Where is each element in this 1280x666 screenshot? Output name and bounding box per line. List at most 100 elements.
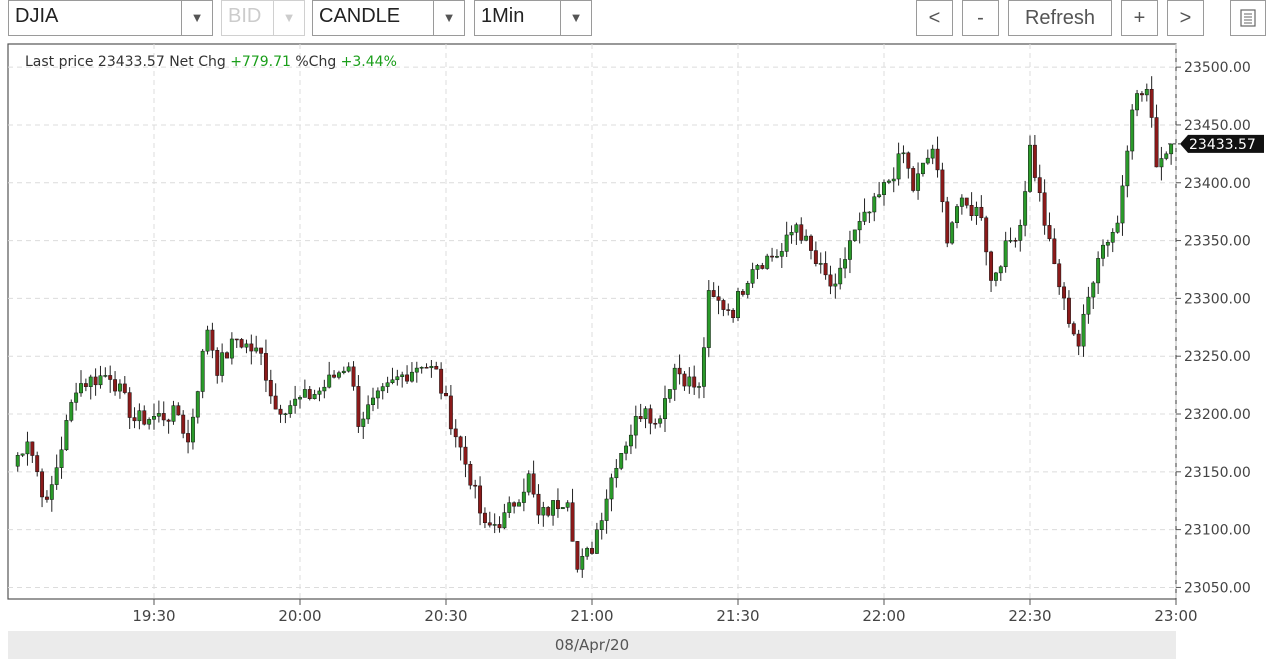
- candle-body: [361, 418, 366, 427]
- candle-body: [278, 408, 283, 415]
- candle-body: [220, 352, 225, 376]
- candle-body: [916, 173, 921, 191]
- chevron-down-icon[interactable]: ▼: [181, 1, 212, 35]
- last-price-value: 23433.57: [97, 54, 165, 70]
- candle-body: [901, 152, 906, 155]
- candle-body: [200, 350, 205, 392]
- candle-body: [1037, 177, 1042, 194]
- candle-body: [692, 376, 697, 388]
- candle-body: [789, 232, 794, 236]
- candle-body: [823, 263, 828, 276]
- last-price-tag: [1180, 134, 1264, 153]
- candle-body: [142, 410, 147, 425]
- chevron-down-icon[interactable]: ▼: [560, 1, 591, 35]
- candle-body: [405, 374, 410, 382]
- candle-body: [283, 413, 288, 415]
- candle-body: [181, 414, 186, 434]
- candle-body: [896, 153, 901, 180]
- candle-body: [760, 265, 765, 269]
- candle-body: [307, 389, 312, 399]
- candle-body: [424, 366, 429, 369]
- interval-select[interactable]: 1Min ▼: [474, 0, 592, 36]
- candle-body: [156, 413, 161, 417]
- candle-body: [1096, 258, 1101, 284]
- candle-body: [93, 376, 98, 386]
- candle-body: [439, 368, 444, 394]
- candle-body: [911, 168, 916, 191]
- candle-body: [1066, 297, 1071, 324]
- date-label: 08/Apr/20: [8, 631, 1176, 659]
- candle-body: [531, 473, 536, 495]
- candle-body: [731, 309, 736, 319]
- candle-body: [1130, 109, 1135, 152]
- candle-body: [1115, 222, 1120, 233]
- candle-body: [1057, 263, 1062, 288]
- net-chg-value: +779.71: [230, 54, 291, 70]
- candle-body: [1081, 313, 1086, 347]
- candle-body: [682, 373, 687, 387]
- candle-body: [624, 445, 629, 454]
- candle-body: [20, 453, 25, 456]
- y-tick-label: 23450.00: [1184, 118, 1251, 134]
- candle-body: [497, 524, 502, 529]
- candle-body: [176, 405, 181, 416]
- candle-body: [1139, 93, 1144, 96]
- candle-body: [663, 398, 667, 420]
- candle-body: [1013, 240, 1018, 242]
- candle-body: [351, 366, 356, 387]
- candle-body: [1135, 93, 1140, 111]
- zoom-out-button[interactable]: -: [962, 0, 999, 36]
- candle-body: [268, 380, 273, 397]
- candle-body: [1071, 323, 1076, 335]
- candle-body: [59, 449, 64, 468]
- symbol-select[interactable]: DJIA ▼: [8, 0, 213, 36]
- candle-body: [653, 422, 658, 425]
- refresh-button[interactable]: Refresh: [1008, 0, 1112, 36]
- candle-body: [1047, 225, 1052, 240]
- list-icon: [1240, 9, 1256, 27]
- candle-body: [186, 433, 191, 443]
- candle-body: [726, 309, 731, 311]
- candle-body: [555, 500, 560, 510]
- candle-body: [740, 291, 745, 295]
- candle-body: [152, 416, 156, 420]
- candle-body: [745, 282, 750, 295]
- zoom-in-button[interactable]: +: [1121, 0, 1158, 36]
- candle-body: [15, 455, 20, 467]
- candle-body: [886, 180, 891, 183]
- candle-body: [507, 502, 512, 513]
- candle-body: [487, 522, 492, 526]
- chevron-down-icon[interactable]: ▼: [433, 1, 464, 35]
- price-info: Last price 23433.57 Net Chg +779.71 %Chg…: [25, 54, 397, 70]
- prev-button[interactable]: <: [916, 0, 953, 36]
- candle-body: [302, 389, 307, 398]
- candle-body: [239, 339, 244, 348]
- x-tick-label: 20:30: [424, 607, 467, 625]
- candle-body: [526, 473, 531, 493]
- candle-body: [478, 485, 483, 514]
- candle-body: [614, 468, 619, 479]
- candle-body: [390, 379, 395, 384]
- candle-body: [687, 376, 692, 387]
- candle-body: [1018, 225, 1023, 241]
- next-button[interactable]: >: [1167, 0, 1204, 36]
- candle-body: [560, 507, 565, 510]
- candle-body: [1149, 89, 1154, 118]
- candle-body: [930, 148, 935, 159]
- y-tick-label: 23350.00: [1184, 234, 1251, 250]
- candle-body: [195, 391, 200, 418]
- candle-body: [205, 329, 210, 352]
- menu-button[interactable]: [1230, 0, 1266, 36]
- candle-body: [375, 390, 380, 399]
- candle-body: [955, 206, 959, 224]
- candle-body: [312, 394, 317, 399]
- candle-body: [998, 266, 1003, 274]
- interval-value: 1Min: [481, 5, 525, 27]
- candle-body: [229, 338, 234, 359]
- candle-body: [108, 375, 113, 380]
- candle-body: [599, 520, 604, 530]
- candle-body: [809, 235, 813, 251]
- chart-type-select[interactable]: CANDLE ▼: [312, 0, 465, 36]
- candle-body: [940, 169, 945, 203]
